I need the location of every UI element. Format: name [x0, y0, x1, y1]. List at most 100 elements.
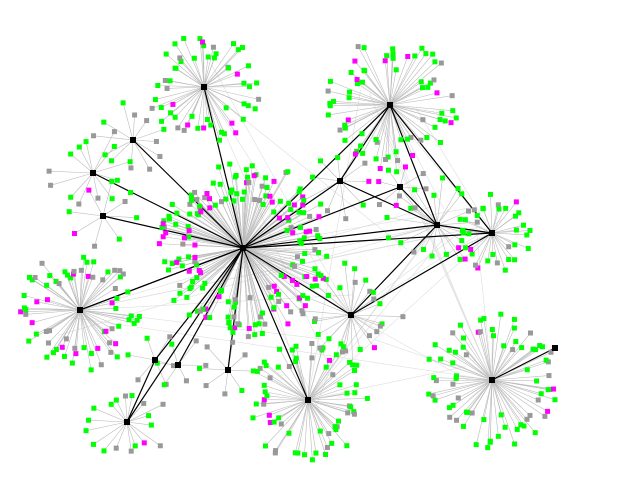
- leaf-node: [453, 375, 459, 381]
- leaf-node: [292, 263, 298, 269]
- spoke-edge: [350, 232, 459, 316]
- leaf-node: [63, 336, 69, 342]
- spoke-edge: [344, 104, 391, 141]
- leaf-node: [267, 193, 273, 199]
- spoke-edge: [103, 121, 134, 141]
- spoke-edge: [69, 211, 104, 217]
- leaf-node: [402, 164, 408, 170]
- spoke-edge: [389, 56, 409, 106]
- leaf-node: [474, 213, 480, 219]
- hub-node: [489, 230, 495, 236]
- spoke-edge: [203, 86, 408, 251]
- leaf-node: [127, 159, 133, 165]
- spoke-edge: [389, 81, 422, 106]
- leaf-node: [233, 172, 239, 178]
- spoke-edge: [399, 173, 424, 188]
- leaf-node: [431, 192, 437, 198]
- spoke-edge: [203, 86, 245, 105]
- leaf-node: [48, 182, 54, 188]
- spoke-edge: [339, 180, 347, 219]
- spoke-edge: [491, 232, 527, 236]
- leaf-node: [285, 169, 291, 175]
- leaf-node: [213, 51, 219, 57]
- leaf-node: [76, 144, 82, 150]
- leaf-node: [113, 397, 119, 403]
- leaf-node: [29, 320, 35, 326]
- leaf-node: [312, 266, 318, 272]
- leaf-nodes: [18, 35, 558, 463]
- leaf-node: [251, 173, 257, 179]
- leaf-node: [257, 365, 263, 371]
- leaf-node: [286, 200, 292, 206]
- spoke-edge: [344, 263, 352, 316]
- spoke-edge: [199, 247, 244, 271]
- hub-node: [90, 170, 96, 176]
- leaf-node: [495, 433, 501, 439]
- spoke-edge: [203, 86, 227, 109]
- spoke-edge: [340, 314, 352, 344]
- spoke-edge: [163, 236, 244, 249]
- leaf-node: [302, 251, 308, 257]
- spoke-edge: [389, 53, 394, 106]
- hub-edge: [339, 180, 438, 226]
- leaf-node: [250, 368, 256, 374]
- leaf-node: [284, 303, 290, 309]
- spoke-edge: [350, 314, 375, 348]
- spoke-edge: [242, 247, 251, 298]
- leaf-node: [186, 234, 192, 240]
- leaf-node: [261, 401, 267, 407]
- leaf-node: [300, 311, 306, 317]
- leaf-node: [472, 262, 478, 268]
- spoke-edge: [491, 379, 522, 425]
- spoke-edge: [93, 407, 128, 423]
- leaf-node: [533, 347, 539, 353]
- spoke-edge: [388, 224, 438, 239]
- spoke-edge: [491, 379, 518, 430]
- leaf-node: [502, 267, 508, 273]
- leaf-node: [91, 405, 97, 411]
- spoke-edge: [436, 210, 469, 226]
- leaf-node: [239, 196, 245, 202]
- spoke-edge: [242, 212, 304, 249]
- leaf-node: [473, 442, 479, 448]
- spoke-edge: [203, 86, 244, 120]
- leaf-node: [116, 323, 122, 329]
- spoke-edge: [389, 92, 438, 106]
- leaf-node: [276, 298, 282, 304]
- spoke-edge: [88, 419, 128, 423]
- spoke-edge: [50, 172, 94, 186]
- spoke-edge: [307, 399, 337, 430]
- leaf-node: [202, 280, 208, 286]
- leaf-node: [204, 344, 210, 350]
- leaf-node: [294, 254, 300, 260]
- spoke-edge: [211, 65, 352, 316]
- leaf-node: [159, 118, 165, 124]
- leaf-node: [438, 356, 444, 362]
- spoke-edge: [79, 279, 104, 311]
- leaf-node: [419, 45, 425, 51]
- leaf-node: [461, 335, 467, 341]
- leaf-node: [26, 274, 32, 280]
- spoke-edge: [475, 232, 493, 266]
- spoke-edge: [79, 309, 113, 329]
- spoke-edge: [456, 379, 493, 421]
- spoke-edge: [436, 224, 466, 260]
- leaf-node: [300, 258, 306, 264]
- spoke-edge: [399, 166, 406, 188]
- spoke-edge: [463, 379, 493, 427]
- leaf-node: [289, 277, 295, 283]
- spoke-edge: [491, 232, 529, 249]
- leaf-node: [296, 189, 302, 195]
- spoke-edge: [34, 277, 81, 311]
- spoke-edge: [389, 55, 416, 106]
- leaf-node: [455, 185, 461, 191]
- leaf-node: [352, 390, 358, 396]
- leaf-node: [187, 211, 193, 217]
- spoke-edge: [53, 309, 81, 353]
- spoke-edge: [269, 399, 309, 416]
- hub-node: [124, 419, 130, 425]
- leaf-node: [376, 179, 382, 185]
- spoke-edge: [449, 350, 493, 381]
- spoke-edge: [203, 43, 234, 88]
- leaf-node: [297, 224, 303, 230]
